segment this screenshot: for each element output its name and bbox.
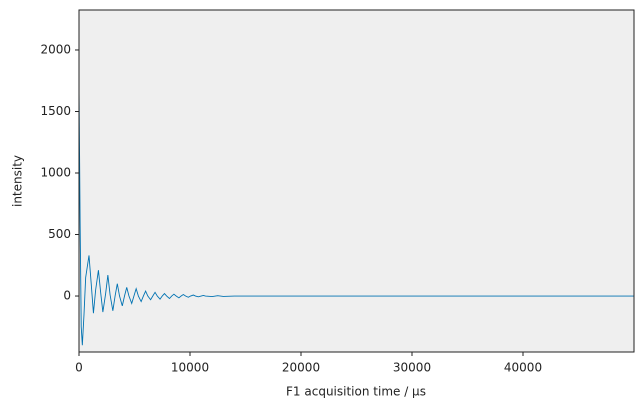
y-axis-label: intensity xyxy=(11,155,25,207)
y-tick-label: 2000 xyxy=(40,42,71,56)
x-tick-label: 30000 xyxy=(393,361,431,375)
x-axis-label: F1 acquisition time / µs xyxy=(286,385,426,399)
x-tick-label: 40000 xyxy=(504,361,542,375)
y-tick-label: 0 xyxy=(63,289,71,303)
x-tick-label: 20000 xyxy=(282,361,320,375)
plot-frame xyxy=(78,9,635,353)
y-tick-label: 1000 xyxy=(40,166,71,180)
plot-area xyxy=(79,10,634,352)
y-tick-label: 1500 xyxy=(40,104,71,118)
x-tick-label: 0 xyxy=(75,361,83,375)
y-tick-label: 500 xyxy=(48,227,71,241)
x-tick-label: 10000 xyxy=(171,361,209,375)
data-line xyxy=(78,86,634,346)
